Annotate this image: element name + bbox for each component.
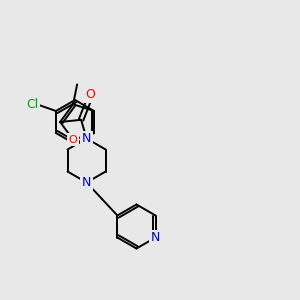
Text: N: N (82, 176, 91, 189)
Text: N: N (151, 231, 160, 244)
Text: O: O (69, 135, 77, 145)
Text: Cl: Cl (26, 98, 38, 111)
Text: O: O (85, 88, 95, 101)
Text: N: N (82, 132, 91, 145)
